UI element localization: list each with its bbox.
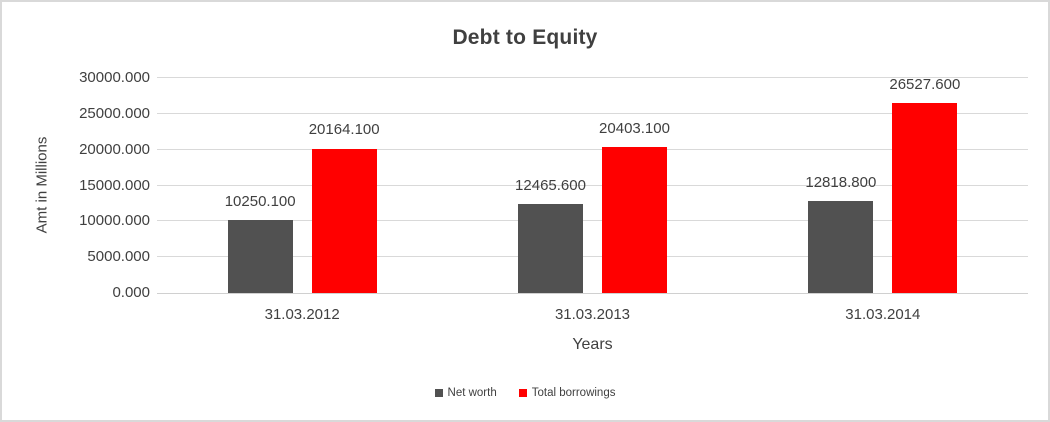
x-axis-line [157, 293, 1028, 294]
bar-net-worth [227, 219, 293, 293]
y-tick-label: 10000.000 [79, 212, 150, 230]
gridline [157, 256, 1028, 258]
legend-item-total-borrowings: Total borrowings [518, 387, 616, 399]
bar-net-worth [808, 201, 874, 293]
y-tick-label: 0.000 [112, 284, 150, 301]
gridline [157, 148, 1028, 150]
data-label: 10250.100 [224, 192, 296, 210]
gridline [157, 220, 1028, 222]
gridline [157, 112, 1028, 114]
chart-title: Debt to Equity [452, 26, 598, 49]
y-tick-label: 30000.000 [79, 69, 150, 86]
y-tick-label: 15000.000 [79, 176, 150, 194]
bar-net-worth [518, 203, 583, 293]
data-label: 20164.100 [308, 121, 380, 139]
legend-label: Total borrowings [531, 387, 616, 399]
legend: Net worth Total borrowings [2, 387, 1048, 399]
x-axis-title: Years [572, 336, 613, 353]
plot-area [157, 77, 1028, 294]
gridline [157, 77, 1028, 78]
bar-total-borrowings [892, 102, 958, 293]
data-label: 26527.600 [889, 75, 961, 93]
legend-marker-icon [518, 389, 527, 397]
data-label: 12818.800 [805, 174, 877, 192]
y-tick-label: 5000.000 [87, 248, 150, 266]
bar-total-borrowings [602, 146, 667, 293]
legend-item-net-worth: Net worth [434, 387, 497, 399]
category-label: 31.03.2013 [554, 306, 631, 323]
category-label: 31.03.2012 [264, 306, 340, 323]
legend-label: Net worth [447, 387, 497, 399]
bar-total-borrowings [311, 148, 377, 293]
y-tick-label: 25000.000 [79, 104, 150, 122]
y-tick-label: 20000.000 [79, 140, 150, 158]
data-label: 12465.600 [515, 176, 586, 194]
legend-marker-icon [434, 389, 443, 397]
gridline [157, 184, 1028, 186]
data-label: 20403.100 [599, 119, 670, 137]
category-label: 31.03.2014 [845, 306, 921, 323]
